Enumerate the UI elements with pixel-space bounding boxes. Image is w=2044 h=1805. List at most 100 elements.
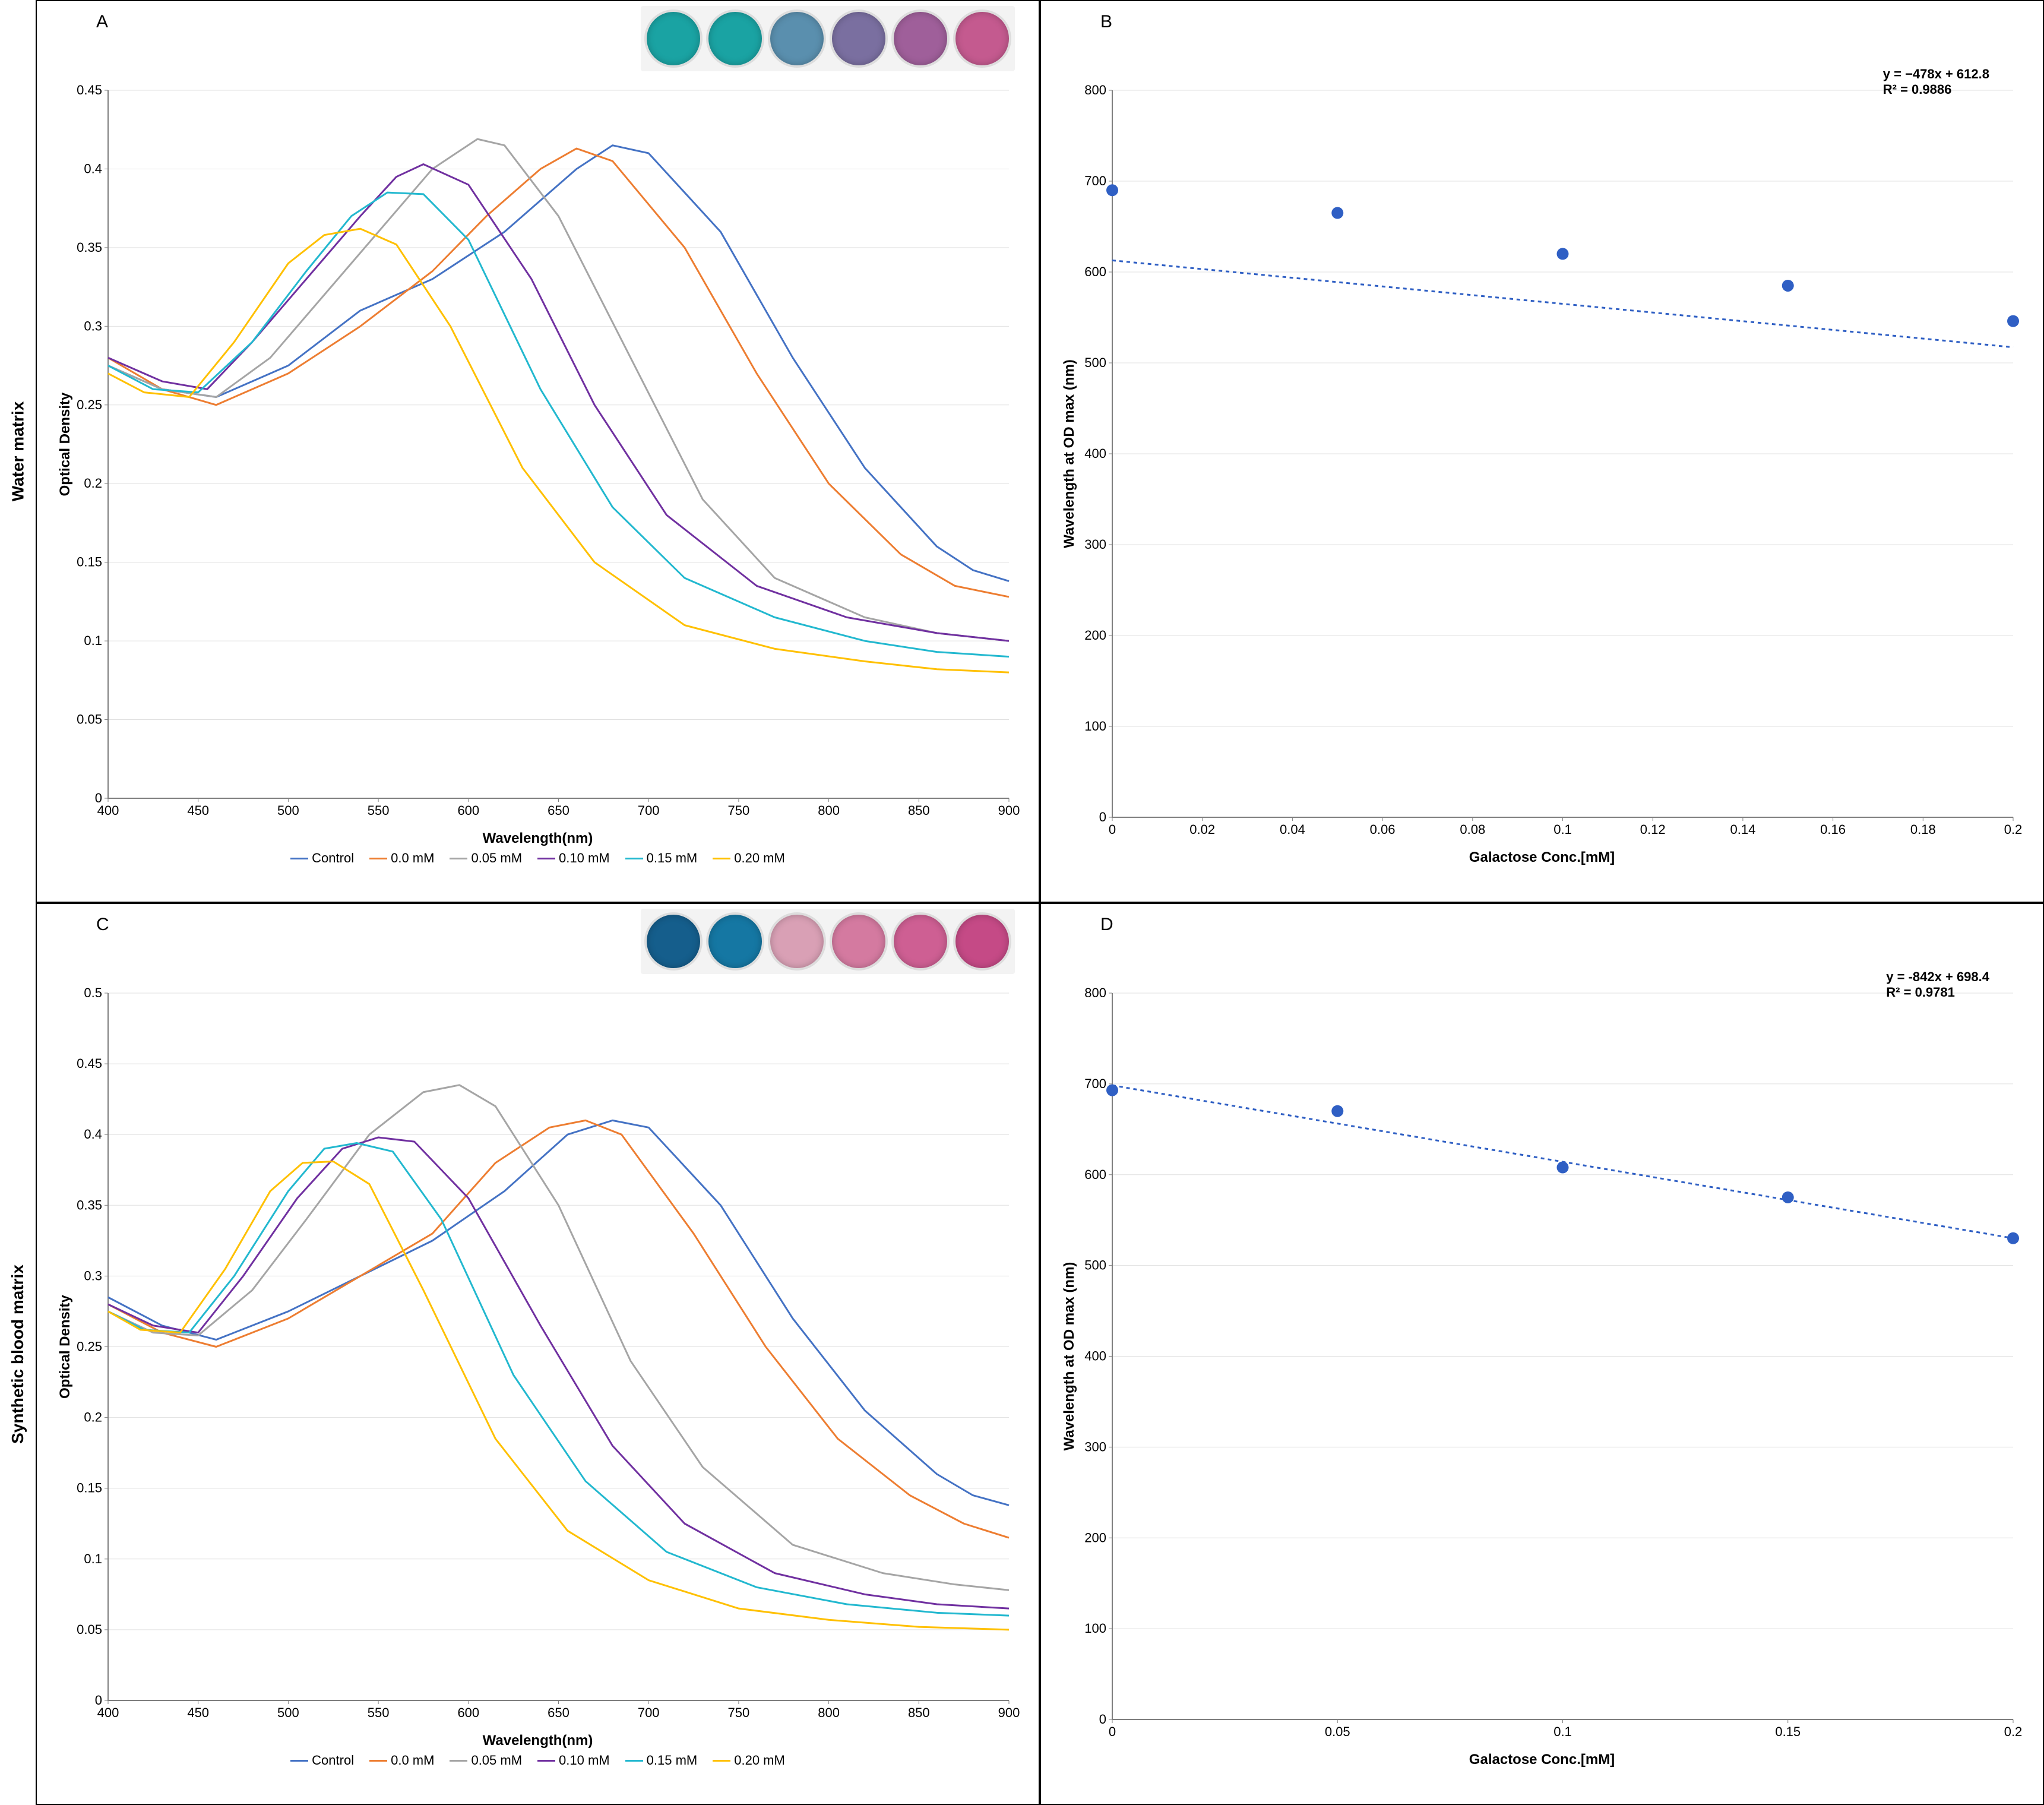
legend-swatch <box>369 1760 387 1762</box>
svg-text:500: 500 <box>277 803 299 818</box>
panel-b: B 010020030040050060070080000.020.040.06… <box>1040 0 2044 903</box>
legend-swatch <box>625 858 643 859</box>
svg-text:800: 800 <box>1084 985 1106 1000</box>
svg-text:0.4: 0.4 <box>84 161 102 176</box>
svg-text:550: 550 <box>368 1705 390 1720</box>
svg-text:0.3: 0.3 <box>84 1268 102 1283</box>
svg-text:800: 800 <box>818 1705 840 1720</box>
svg-text:0.1: 0.1 <box>84 1551 102 1566</box>
regression-equation: y = -842x + 698.4R² = 0.9781 <box>1886 969 1989 1000</box>
panel-c-xlabel: Wavelength(nm) <box>55 1733 1021 1749</box>
svg-text:700: 700 <box>638 803 660 818</box>
legend-label: Control <box>312 851 354 866</box>
svg-text:100: 100 <box>1084 1621 1106 1636</box>
legend-swatch <box>625 1760 643 1762</box>
legend-swatch <box>713 1760 730 1762</box>
svg-text:0.1: 0.1 <box>84 633 102 648</box>
row-label-water: Water matrix <box>0 0 36 903</box>
svg-text:0.35: 0.35 <box>77 240 102 255</box>
svg-text:750: 750 <box>728 803 750 818</box>
svg-text:0.15: 0.15 <box>1775 1724 1801 1739</box>
svg-text:0.45: 0.45 <box>77 83 102 97</box>
legend-swatch <box>537 858 555 859</box>
panel-b-xlabel: Galactose Conc.[mM] <box>1059 849 2025 866</box>
svg-text:400: 400 <box>1084 446 1106 461</box>
svg-text:0.04: 0.04 <box>1280 822 1305 837</box>
svg-text:450: 450 <box>187 1705 209 1720</box>
svg-text:450: 450 <box>187 803 209 818</box>
svg-text:850: 850 <box>908 803 930 818</box>
panel-b-chart: 010020030040050060070080000.020.040.060.… <box>1059 19 2025 847</box>
legend-item: 0.05 mM <box>450 1753 522 1768</box>
legend-label: 0.05 mM <box>471 851 522 866</box>
legend-swatch <box>369 858 387 859</box>
legend-item: 0.20 mM <box>713 851 785 866</box>
svg-text:200: 200 <box>1084 628 1106 643</box>
legend-swatch <box>713 858 730 859</box>
svg-text:650: 650 <box>548 803 569 818</box>
legend-label: 0.0 mM <box>391 1753 434 1768</box>
svg-text:0: 0 <box>1099 1712 1106 1727</box>
svg-text:0.05: 0.05 <box>77 712 102 727</box>
svg-text:0.12: 0.12 <box>1640 822 1666 837</box>
svg-text:550: 550 <box>368 803 390 818</box>
svg-text:400: 400 <box>1084 1349 1106 1364</box>
legend-label: 0.15 mM <box>647 1753 698 1768</box>
panel-a: A 00.050.10.150.20.250.30.350.40.4540045… <box>36 0 1040 903</box>
svg-text:0.5: 0.5 <box>84 985 102 1000</box>
svg-text:Optical Density: Optical Density <box>57 392 73 496</box>
legend-swatch <box>450 1760 467 1762</box>
panel-d: D 010020030040050060070080000.050.10.150… <box>1040 903 2044 1805</box>
legend-label: 0.20 mM <box>734 1753 785 1768</box>
svg-text:750: 750 <box>728 1705 750 1720</box>
panel-d-xlabel: Galactose Conc.[mM] <box>1059 1752 2025 1768</box>
svg-text:0.3: 0.3 <box>84 318 102 333</box>
panel-c-chart: 00.050.10.150.20.250.30.350.40.450.54004… <box>55 922 1021 1730</box>
legend-item: 0.15 mM <box>625 1753 698 1768</box>
svg-text:700: 700 <box>1084 173 1106 188</box>
svg-text:700: 700 <box>1084 1076 1106 1091</box>
legend-label: 0.20 mM <box>734 851 785 866</box>
panel-c-legend: Control0.0 mM0.05 mM0.10 mM0.15 mM0.20 m… <box>55 1753 1021 1768</box>
svg-text:800: 800 <box>818 803 840 818</box>
svg-text:600: 600 <box>457 1705 479 1720</box>
svg-text:0.35: 0.35 <box>77 1197 102 1212</box>
svg-text:0.06: 0.06 <box>1370 822 1396 837</box>
svg-text:900: 900 <box>998 1705 1020 1720</box>
svg-text:0: 0 <box>1109 822 1116 837</box>
legend-swatch <box>450 858 467 859</box>
legend-item: 0.0 mM <box>369 1753 434 1768</box>
svg-text:0.08: 0.08 <box>1460 822 1485 837</box>
svg-text:0.25: 0.25 <box>77 397 102 412</box>
svg-text:0.02: 0.02 <box>1189 822 1215 837</box>
legend-item: 0.05 mM <box>450 851 522 866</box>
svg-text:600: 600 <box>1084 1167 1106 1182</box>
row-label-blood-text: Synthetic blood matrix <box>8 1265 27 1444</box>
svg-text:600: 600 <box>457 803 479 818</box>
svg-text:0.15: 0.15 <box>77 555 102 570</box>
svg-text:700: 700 <box>638 1705 660 1720</box>
panel-a-chart: 00.050.10.150.20.250.30.350.40.454004505… <box>55 19 1021 828</box>
svg-text:500: 500 <box>1084 355 1106 370</box>
legend-label: 0.10 mM <box>559 851 610 866</box>
svg-text:0: 0 <box>1099 810 1106 824</box>
legend-item: 0.20 mM <box>713 1753 785 1768</box>
legend-item: 0.0 mM <box>369 851 434 866</box>
svg-text:0.2: 0.2 <box>84 1410 102 1425</box>
panel-a-xlabel: Wavelength(nm) <box>55 830 1021 847</box>
svg-text:200: 200 <box>1084 1530 1106 1545</box>
legend-swatch <box>290 858 308 859</box>
legend-label: 0.10 mM <box>559 1753 610 1768</box>
svg-text:400: 400 <box>97 803 119 818</box>
svg-text:0.45: 0.45 <box>77 1056 102 1071</box>
svg-text:0.2: 0.2 <box>2004 1724 2023 1739</box>
svg-text:300: 300 <box>1084 537 1106 552</box>
svg-text:0.05: 0.05 <box>77 1622 102 1637</box>
svg-text:Optical Density: Optical Density <box>57 1294 73 1398</box>
legend-item: 0.10 mM <box>537 1753 610 1768</box>
legend-label: 0.0 mM <box>391 851 434 866</box>
panel-c: C 00.050.10.150.20.250.30.350.40.450.540… <box>36 903 1040 1805</box>
svg-text:400: 400 <box>97 1705 119 1720</box>
svg-text:0.2: 0.2 <box>2004 822 2023 837</box>
legend-swatch <box>290 1760 308 1762</box>
